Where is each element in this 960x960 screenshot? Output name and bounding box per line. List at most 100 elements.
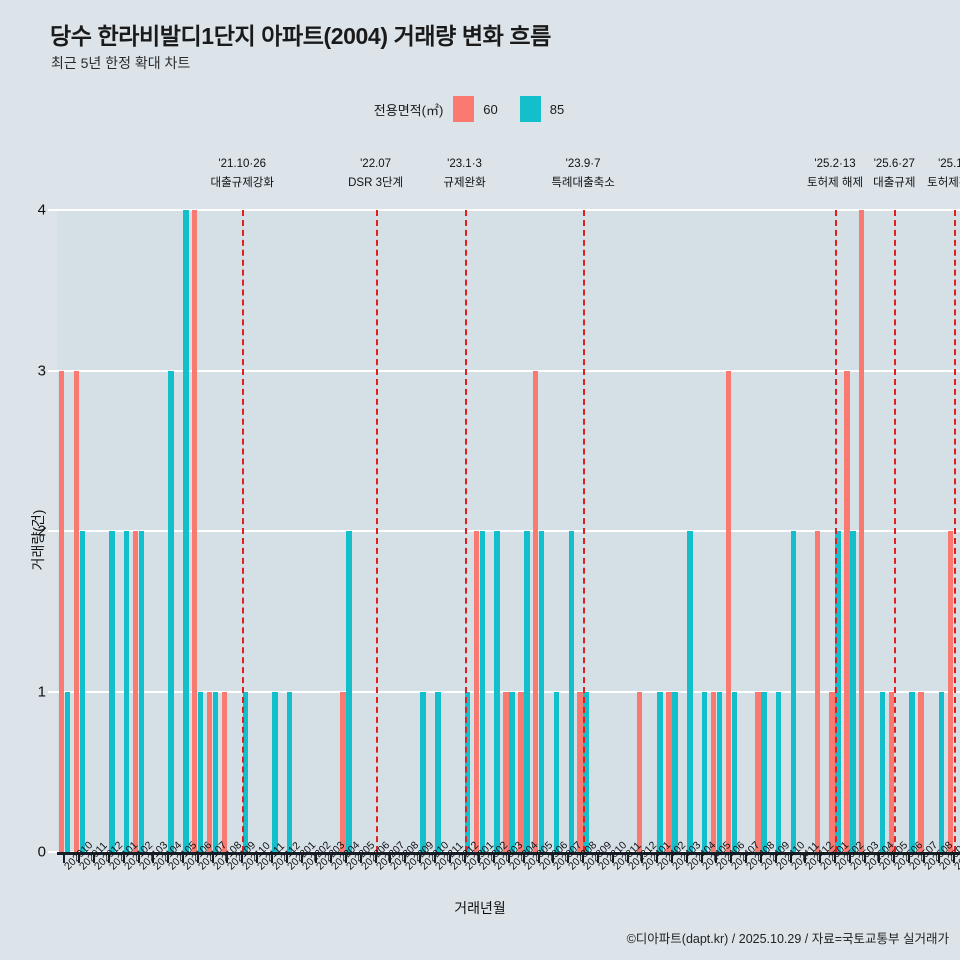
bar-202302-85[interactable] bbox=[479, 531, 486, 852]
x-tick-mark bbox=[567, 855, 570, 863]
x-tick-mark bbox=[908, 855, 911, 863]
bar-202302-60[interactable] bbox=[473, 531, 480, 852]
x-tick-mark bbox=[611, 855, 614, 863]
bar-202011-60[interactable] bbox=[73, 370, 79, 852]
x-tick-mark bbox=[211, 855, 214, 863]
bar-202409-85[interactable] bbox=[761, 691, 767, 852]
bar-202205-85[interactable] bbox=[346, 531, 352, 852]
event-name: 대출규제 bbox=[873, 177, 916, 189]
bar-202503-85[interactable] bbox=[850, 531, 856, 852]
bar-202304-85[interactable] bbox=[509, 691, 515, 852]
gridline bbox=[57, 369, 960, 372]
x-tick-mark bbox=[759, 855, 762, 863]
bar-202309-60[interactable] bbox=[577, 691, 583, 852]
bar-202504-60[interactable] bbox=[858, 210, 865, 852]
bar-202107-60[interactable] bbox=[192, 210, 198, 852]
event-date: '25.2·13 bbox=[814, 158, 856, 170]
x-tick-mark bbox=[256, 855, 259, 863]
bar-202011-85[interactable] bbox=[79, 531, 85, 852]
bar-202503-60[interactable] bbox=[844, 370, 850, 852]
bar-202103-85[interactable] bbox=[138, 531, 145, 852]
bar-202102-85[interactable] bbox=[123, 531, 130, 852]
bar-202505-85[interactable] bbox=[879, 691, 886, 852]
bar-202306-60[interactable] bbox=[532, 370, 539, 852]
bar-202101-85[interactable] bbox=[109, 531, 115, 852]
x-tick-mark bbox=[863, 855, 866, 863]
bar-202109-60[interactable] bbox=[221, 691, 228, 852]
bar-202105-85[interactable] bbox=[168, 370, 174, 852]
bar-202407-60[interactable] bbox=[725, 370, 731, 852]
bar-202211-85[interactable] bbox=[435, 691, 441, 852]
x-tick-mark bbox=[181, 855, 184, 863]
legend-swatch-85 bbox=[519, 96, 541, 122]
bar-202507-85[interactable] bbox=[909, 691, 915, 852]
bar-202406-85[interactable] bbox=[716, 691, 723, 852]
bar-202303-85[interactable] bbox=[494, 531, 500, 852]
event-date: '21.10·26 bbox=[218, 158, 267, 170]
x-tick-mark bbox=[344, 855, 347, 863]
event-name: DSR 3단계 bbox=[348, 177, 404, 189]
bar-202307-85[interactable] bbox=[553, 691, 560, 852]
bar-202407-85[interactable] bbox=[731, 691, 737, 852]
bar-202309-85[interactable] bbox=[583, 691, 589, 852]
bar-202502-85[interactable] bbox=[835, 531, 841, 852]
bar-202403-85[interactable] bbox=[672, 691, 678, 852]
bar-202401-60[interactable] bbox=[636, 691, 643, 852]
bar-202103-60[interactable] bbox=[132, 531, 139, 852]
bar-202112-85[interactable] bbox=[272, 691, 278, 852]
y-tick-label: 1 bbox=[37, 683, 46, 700]
bar-202010-60[interactable] bbox=[58, 370, 65, 852]
bar-202403-60[interactable] bbox=[666, 691, 672, 852]
bar-202510-60[interactable] bbox=[947, 531, 954, 852]
bar-202201-85[interactable] bbox=[287, 691, 293, 852]
x-tick-mark bbox=[315, 855, 318, 863]
bar-202306-85[interactable] bbox=[538, 531, 545, 852]
bar-202305-85[interactable] bbox=[524, 531, 530, 852]
bar-202301-85[interactable] bbox=[464, 691, 471, 852]
legend-swatch-60 bbox=[453, 96, 475, 122]
x-tick-mark bbox=[433, 855, 436, 863]
bar-202502-60[interactable] bbox=[829, 691, 835, 852]
bar-202410-85[interactable] bbox=[776, 691, 782, 852]
bar-202106-85[interactable] bbox=[183, 210, 189, 852]
bar-202108-60[interactable] bbox=[206, 691, 213, 852]
bar-202010-85[interactable] bbox=[64, 691, 71, 852]
y-axis-title: 거래량(건) bbox=[30, 509, 46, 571]
bar-202409-60[interactable] bbox=[755, 691, 761, 852]
bars-layer bbox=[57, 210, 960, 852]
x-tick-mark bbox=[730, 855, 733, 863]
bar-202402-85[interactable] bbox=[657, 691, 663, 852]
x-axis-line bbox=[57, 852, 960, 855]
bar-202108-85[interactable] bbox=[212, 691, 219, 852]
x-tick-mark bbox=[834, 855, 837, 863]
bar-202405-85[interactable] bbox=[701, 691, 708, 852]
bar-202404-85[interactable] bbox=[687, 531, 693, 852]
legend-item-60[interactable]: 60 bbox=[453, 96, 498, 122]
bar-202509-85[interactable] bbox=[939, 691, 945, 852]
bar-202508-60[interactable] bbox=[918, 691, 924, 852]
bar-202210-85[interactable] bbox=[420, 691, 426, 852]
legend-item-85[interactable]: 85 bbox=[519, 96, 564, 122]
bar-202304-60[interactable] bbox=[503, 691, 509, 852]
event-name: 규제완화 bbox=[443, 177, 486, 189]
chart-legend: 전용면적(㎡) 60 85 bbox=[0, 96, 960, 122]
event-label-202301: '23.1·3 규제완화 bbox=[443, 155, 485, 193]
x-tick-mark bbox=[848, 855, 851, 863]
bar-202110-85[interactable] bbox=[242, 691, 248, 852]
bar-202107-85[interactable] bbox=[198, 691, 204, 852]
bar-202411-85[interactable] bbox=[790, 531, 797, 852]
x-tick-mark bbox=[774, 855, 777, 863]
event-date: '25.10 bbox=[938, 158, 960, 170]
bar-202506-60[interactable] bbox=[888, 691, 894, 852]
bar-202308-85[interactable] bbox=[568, 531, 574, 852]
x-tick-mark bbox=[582, 855, 585, 863]
bar-202205-60[interactable] bbox=[340, 691, 346, 852]
x-tick-mark bbox=[78, 855, 81, 863]
bar-202406-60[interactable] bbox=[710, 691, 717, 852]
bar-202305-60[interactable] bbox=[518, 691, 524, 852]
x-tick-mark bbox=[389, 855, 392, 863]
x-tick-mark bbox=[152, 855, 155, 863]
y-tick-mark bbox=[48, 851, 57, 853]
bar-202501-60[interactable] bbox=[814, 531, 820, 852]
x-tick-mark bbox=[937, 855, 940, 863]
